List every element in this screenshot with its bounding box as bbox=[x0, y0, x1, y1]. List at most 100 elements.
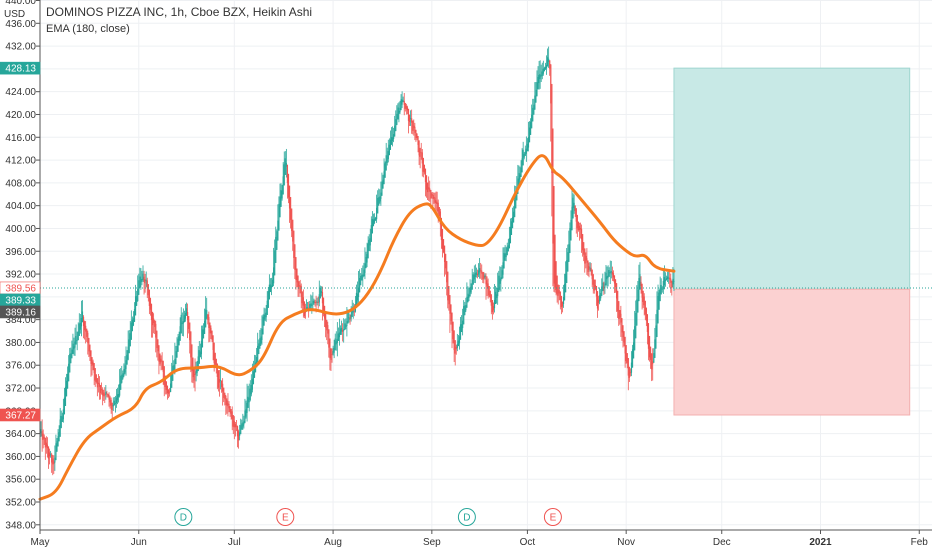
dividend-icon[interactable] bbox=[174, 508, 193, 526]
candle-body bbox=[438, 207, 440, 216]
candle-body bbox=[567, 252, 569, 272]
target-zone[interactable] bbox=[673, 67, 911, 290]
candle-body bbox=[96, 378, 98, 388]
candle-body bbox=[526, 143, 529, 152]
candle-body bbox=[390, 137, 393, 145]
y-tick-label: 352.00 bbox=[5, 498, 36, 509]
candle-body bbox=[443, 245, 446, 263]
price-tag[interactable] bbox=[0, 61, 41, 75]
candle-body bbox=[284, 158, 286, 175]
candle-body bbox=[46, 444, 49, 449]
candle-body bbox=[350, 314, 352, 319]
candle-body bbox=[467, 293, 469, 303]
candle-body bbox=[428, 187, 430, 190]
candle-body bbox=[173, 365, 175, 374]
candle-body bbox=[120, 375, 122, 390]
candle-body bbox=[212, 335, 214, 350]
y-tick-label: 408.00 bbox=[5, 178, 36, 189]
candle-body bbox=[217, 370, 219, 388]
candle-body bbox=[450, 304, 452, 321]
event-marker[interactable]: D bbox=[174, 508, 193, 526]
candle-body bbox=[557, 284, 559, 296]
candle-body bbox=[80, 318, 83, 327]
x-tick-label: Jul bbox=[228, 537, 241, 548]
candle-body bbox=[160, 358, 162, 363]
candle-body bbox=[663, 277, 665, 286]
candle-body bbox=[249, 388, 251, 400]
earnings-icon[interactable] bbox=[276, 508, 295, 526]
candle-body bbox=[592, 274, 594, 285]
candle-body bbox=[631, 349, 634, 368]
candle-body bbox=[141, 278, 143, 281]
candle-body bbox=[621, 318, 623, 333]
candle-body bbox=[457, 340, 459, 346]
candle-body bbox=[374, 217, 377, 221]
candle-body bbox=[103, 392, 105, 397]
candle-body bbox=[482, 272, 484, 280]
candle-body bbox=[82, 316, 85, 327]
candle-body bbox=[78, 323, 80, 336]
candle-body bbox=[642, 290, 644, 303]
candle-body bbox=[363, 269, 365, 277]
position-zones[interactable] bbox=[673, 67, 911, 416]
price-tag[interactable] bbox=[0, 305, 41, 319]
chart-title: DOMINOS PIZZA INC, 1h, Cboe BZX, Heikin … bbox=[46, 5, 312, 19]
price-tag[interactable] bbox=[0, 408, 41, 422]
candle-body bbox=[387, 151, 389, 160]
candle-body bbox=[319, 287, 321, 299]
candle-body bbox=[590, 267, 592, 272]
candle-body bbox=[154, 320, 156, 327]
candle-body bbox=[222, 383, 224, 392]
candle-body bbox=[625, 345, 627, 362]
candle-body bbox=[237, 431, 240, 441]
event-marker[interactable]: E bbox=[543, 508, 562, 526]
candle-body bbox=[532, 107, 534, 122]
event-marker[interactable]: E bbox=[276, 508, 295, 526]
candle-body bbox=[180, 314, 182, 334]
candle-body bbox=[433, 196, 435, 199]
candle-body bbox=[606, 276, 608, 280]
x-axis[interactable]: May Jun Jul Aug Sep Oct Nov Dec 2021 Feb bbox=[31, 529, 932, 548]
candle-body bbox=[367, 243, 369, 259]
candle-body bbox=[530, 121, 532, 135]
y-tick-label: 380.00 bbox=[5, 338, 36, 349]
candle-body bbox=[665, 277, 668, 281]
candle-body bbox=[188, 316, 190, 329]
earnings-icon[interactable] bbox=[543, 508, 562, 526]
candle-body bbox=[52, 458, 54, 465]
candle-body bbox=[560, 295, 562, 308]
candle-body bbox=[407, 108, 410, 121]
candle-body bbox=[657, 295, 659, 324]
candle-body bbox=[231, 411, 233, 419]
candle-body bbox=[624, 336, 626, 354]
candle-body bbox=[241, 423, 243, 430]
candle-body bbox=[473, 274, 475, 280]
candle-body bbox=[534, 95, 536, 110]
candle-body bbox=[370, 225, 372, 242]
candle-body bbox=[43, 436, 45, 439]
event-marker[interactable]: D bbox=[457, 508, 476, 526]
y-axis[interactable]: 348.00352.00356.00360.00364.00368.00372.… bbox=[0, 0, 41, 531]
candle-body bbox=[61, 416, 63, 423]
candle-body bbox=[269, 284, 272, 293]
indicator-label: EMA (180, close) bbox=[46, 23, 130, 35]
candle-body bbox=[397, 107, 399, 120]
candle-body bbox=[98, 383, 101, 387]
candle-body bbox=[137, 288, 139, 301]
candle-body bbox=[73, 346, 75, 349]
candle-body bbox=[86, 328, 88, 337]
x-tick-label: Nov bbox=[617, 537, 635, 548]
candle-body bbox=[75, 335, 77, 345]
dividend-icon[interactable] bbox=[457, 508, 476, 526]
y-tick-label: 404.00 bbox=[5, 201, 36, 212]
y-tick-label: 356.00 bbox=[5, 475, 36, 486]
stop-zone[interactable] bbox=[673, 288, 911, 416]
candle-body bbox=[246, 402, 248, 413]
candle-body bbox=[123, 368, 125, 376]
candle-body bbox=[543, 67, 546, 72]
candle-body bbox=[115, 397, 118, 404]
candle-body bbox=[56, 441, 58, 452]
candle-body bbox=[110, 399, 112, 406]
